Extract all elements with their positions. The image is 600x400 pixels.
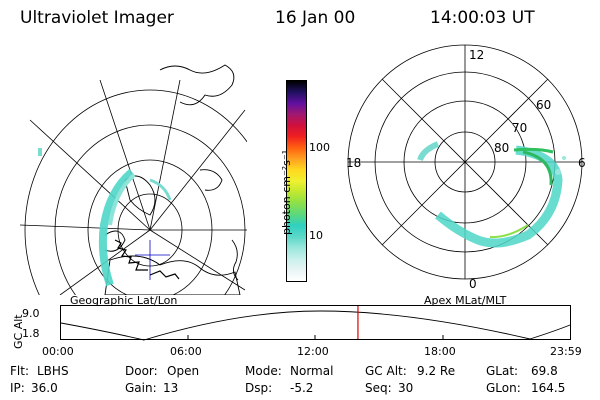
- colorbar-tick-10: 10: [309, 229, 323, 242]
- door-value: Open: [167, 364, 200, 378]
- dsp-value: -5.2: [290, 381, 314, 395]
- mode-label: Mode:: [245, 364, 282, 378]
- time-tick-0000: 00:00: [42, 345, 74, 358]
- mlat-label-70: 70: [512, 121, 528, 135]
- filter-value: LBHS: [37, 364, 69, 378]
- gc-alt-high-tick: 9.0: [22, 307, 40, 320]
- gain-label: Gain:: [125, 381, 157, 395]
- time-tick-2359: 23:59: [550, 345, 582, 358]
- mlat-label-80: 80: [494, 141, 510, 155]
- mlt-label-12: 12: [469, 48, 485, 62]
- door-label: Door:: [125, 364, 158, 378]
- time-label: 14:00:03 UT: [430, 8, 535, 28]
- time-tick-0600: 06:00: [170, 345, 202, 358]
- glat-label: GLat:: [486, 364, 519, 378]
- gc-alt-label: GC Alt:: [365, 364, 407, 378]
- instrument-title: Ultraviolet Imager: [20, 8, 174, 28]
- mlt-label-0: 0: [469, 277, 477, 291]
- mlt-polar-plot: [347, 44, 583, 280]
- glat-value: 69.8: [531, 364, 558, 378]
- apex-panel-label: Apex MLat/MLT: [424, 294, 507, 307]
- mlt-label-18: 18: [346, 156, 362, 170]
- glon-value: 164.5: [531, 381, 566, 395]
- gc-alt-low-tick: 1.8: [22, 327, 40, 340]
- gc-alt-value: 9.2 Re: [417, 364, 456, 378]
- color-scale-bar: [286, 80, 307, 282]
- mlt-label-6: 6: [578, 156, 586, 170]
- ip-label: IP:: [10, 381, 25, 395]
- filter-label: Flt:: [10, 364, 29, 378]
- mode-value: Normal: [290, 364, 334, 378]
- time-tick-1800: 18:00: [424, 345, 456, 358]
- orbit-altitude-timeline: [60, 305, 571, 341]
- mlat-label-60: 60: [536, 98, 552, 112]
- geographic-panel-label: Geographic Lat/Lon: [70, 294, 178, 307]
- dsp-label: Dsp:: [245, 381, 273, 395]
- glon-label: GLon:: [486, 381, 521, 395]
- colorbar-tick-100: 100: [309, 141, 330, 154]
- colorbar-unit-label: photon cm⁻²s⁻¹: [280, 149, 293, 235]
- gain-value: 13: [163, 381, 179, 395]
- seq-label: Seq:: [365, 381, 392, 395]
- geographic-map: [19, 64, 247, 295]
- ip-value: 36.0: [31, 381, 58, 395]
- seq-value: 30: [398, 381, 414, 395]
- date-label: 16 Jan 00: [275, 8, 356, 28]
- time-tick-1200: 12:00: [297, 345, 329, 358]
